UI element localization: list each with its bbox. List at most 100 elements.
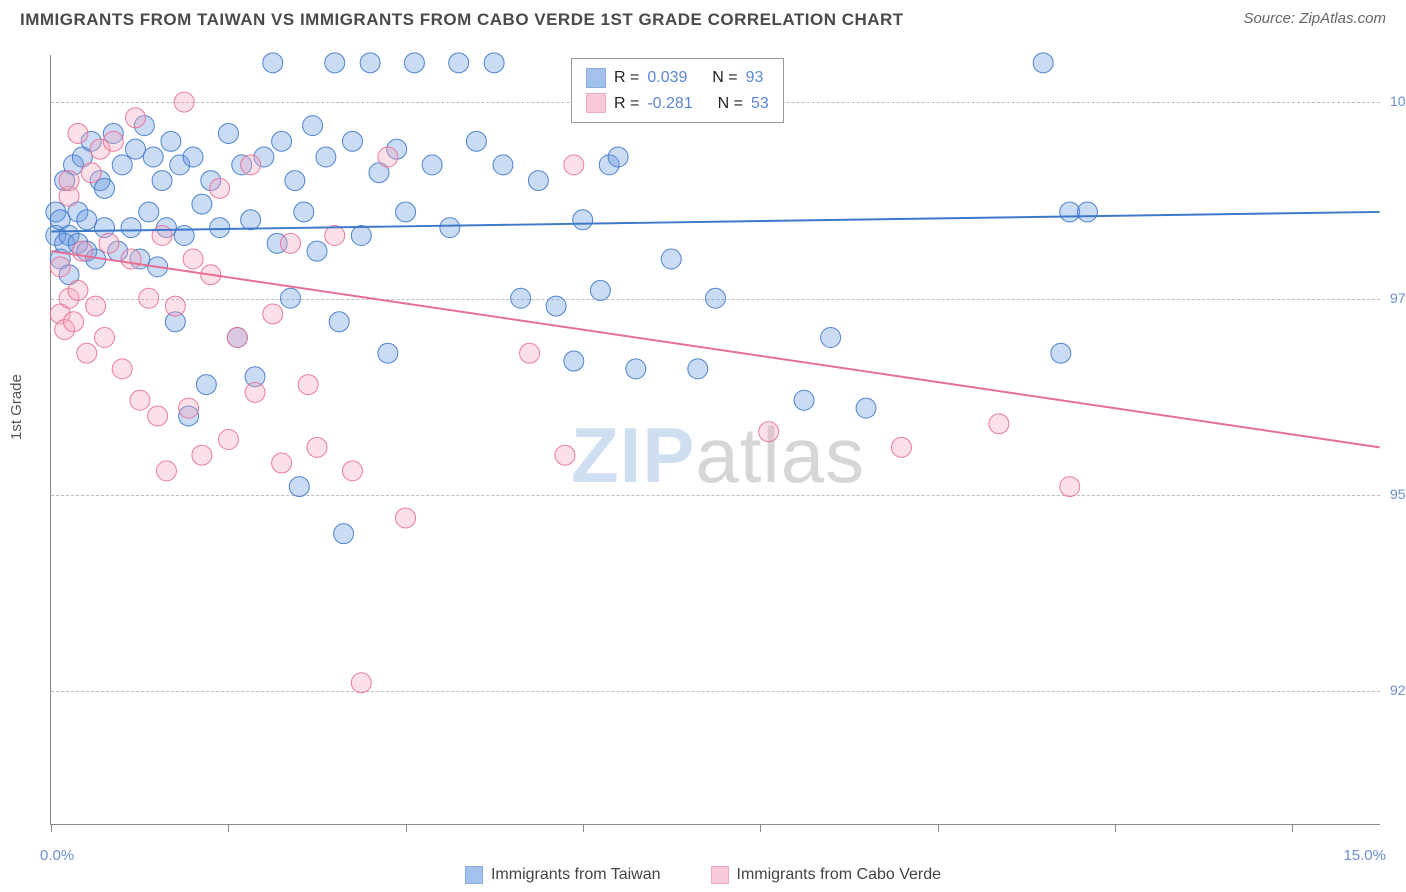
data-point	[608, 147, 628, 167]
data-point	[298, 375, 318, 395]
data-point	[192, 445, 212, 465]
data-point	[351, 673, 371, 693]
legend-item-cabo-verde: Immigrants from Cabo Verde	[711, 866, 942, 884]
data-point	[280, 288, 300, 308]
data-point	[307, 437, 327, 457]
correlation-row-cabo-verde: R = -0.281 N = 53	[586, 91, 769, 117]
data-point	[121, 218, 141, 238]
data-point	[325, 225, 345, 245]
legend-label-cabo-verde: Immigrants from Cabo Verde	[737, 866, 942, 884]
swatch-taiwan-icon	[465, 866, 483, 884]
legend-item-taiwan: Immigrants from Taiwan	[465, 866, 661, 884]
data-point	[821, 328, 841, 348]
swatch-cabo-verde-icon	[711, 866, 729, 884]
data-point	[342, 461, 362, 481]
r-value: 0.039	[647, 65, 687, 91]
n-value: 53	[751, 91, 769, 117]
data-point	[183, 249, 203, 269]
data-point	[316, 147, 336, 167]
data-point	[573, 210, 593, 230]
legend-label-taiwan: Immigrants from Taiwan	[491, 866, 661, 884]
data-point	[342, 131, 362, 151]
data-point	[1060, 477, 1080, 497]
data-point	[77, 210, 97, 230]
data-point	[285, 171, 305, 191]
data-point	[520, 343, 540, 363]
data-point	[183, 147, 203, 167]
y-axis-title: 1st Grade	[8, 374, 25, 440]
data-point	[466, 131, 486, 151]
data-point	[856, 398, 876, 418]
data-point	[1077, 202, 1097, 222]
x-tick	[406, 824, 407, 832]
data-point	[64, 312, 84, 332]
data-point	[59, 171, 79, 191]
data-point	[272, 453, 292, 473]
data-point	[99, 233, 119, 253]
y-tick-label: 97.5%	[1390, 290, 1406, 306]
data-point	[688, 359, 708, 379]
data-point	[493, 155, 513, 175]
data-point	[72, 241, 92, 261]
data-point	[329, 312, 349, 332]
data-point	[241, 210, 261, 230]
data-point	[174, 92, 194, 112]
data-point	[661, 249, 681, 269]
source-label: Source: ZipAtlas.com	[1243, 10, 1386, 27]
data-point	[121, 249, 141, 269]
data-point	[706, 288, 726, 308]
data-point	[303, 116, 323, 136]
regression-line	[51, 251, 1379, 447]
data-point	[68, 123, 88, 143]
data-point	[196, 375, 216, 395]
data-point	[759, 422, 779, 442]
data-point	[245, 382, 265, 402]
data-point	[112, 155, 132, 175]
data-point	[192, 194, 212, 214]
data-point	[1060, 202, 1080, 222]
data-point	[241, 155, 261, 175]
data-point	[126, 139, 146, 159]
data-point	[334, 524, 354, 544]
data-point	[143, 147, 163, 167]
data-point	[1051, 343, 1071, 363]
data-point	[794, 390, 814, 410]
x-max-label: 15.0%	[1343, 847, 1386, 864]
data-point	[179, 398, 199, 418]
data-point	[378, 147, 398, 167]
data-point	[396, 508, 416, 528]
data-point	[546, 296, 566, 316]
data-point	[307, 241, 327, 261]
n-label: N =	[718, 91, 743, 117]
data-point	[449, 53, 469, 73]
y-tick-label: 92.5%	[1390, 682, 1406, 698]
data-point	[294, 202, 314, 222]
data-point	[351, 225, 371, 245]
data-point	[891, 437, 911, 457]
data-point	[272, 131, 292, 151]
scatter-svg	[51, 55, 1380, 824]
data-point	[77, 343, 97, 363]
data-point	[130, 390, 150, 410]
data-point	[325, 53, 345, 73]
data-point	[484, 53, 504, 73]
correlation-box: R = 0.039 N = 93 R = -0.281 N = 53	[571, 58, 784, 123]
correlation-row-taiwan: R = 0.039 N = 93	[586, 65, 769, 91]
data-point	[210, 218, 230, 238]
data-point	[404, 53, 424, 73]
n-label: N =	[712, 65, 737, 91]
r-label: R =	[614, 91, 639, 117]
chart-title: IMMIGRANTS FROM TAIWAN VS IMMIGRANTS FRO…	[20, 10, 904, 30]
x-tick	[583, 824, 584, 832]
data-point	[590, 280, 610, 300]
data-point	[511, 288, 531, 308]
x-tick	[938, 824, 939, 832]
data-point	[422, 155, 442, 175]
data-point	[50, 257, 70, 277]
data-point	[564, 351, 584, 371]
data-point	[263, 53, 283, 73]
data-point	[68, 280, 88, 300]
data-point	[152, 225, 172, 245]
x-min-label: 0.0%	[40, 847, 74, 864]
data-point	[218, 430, 238, 450]
